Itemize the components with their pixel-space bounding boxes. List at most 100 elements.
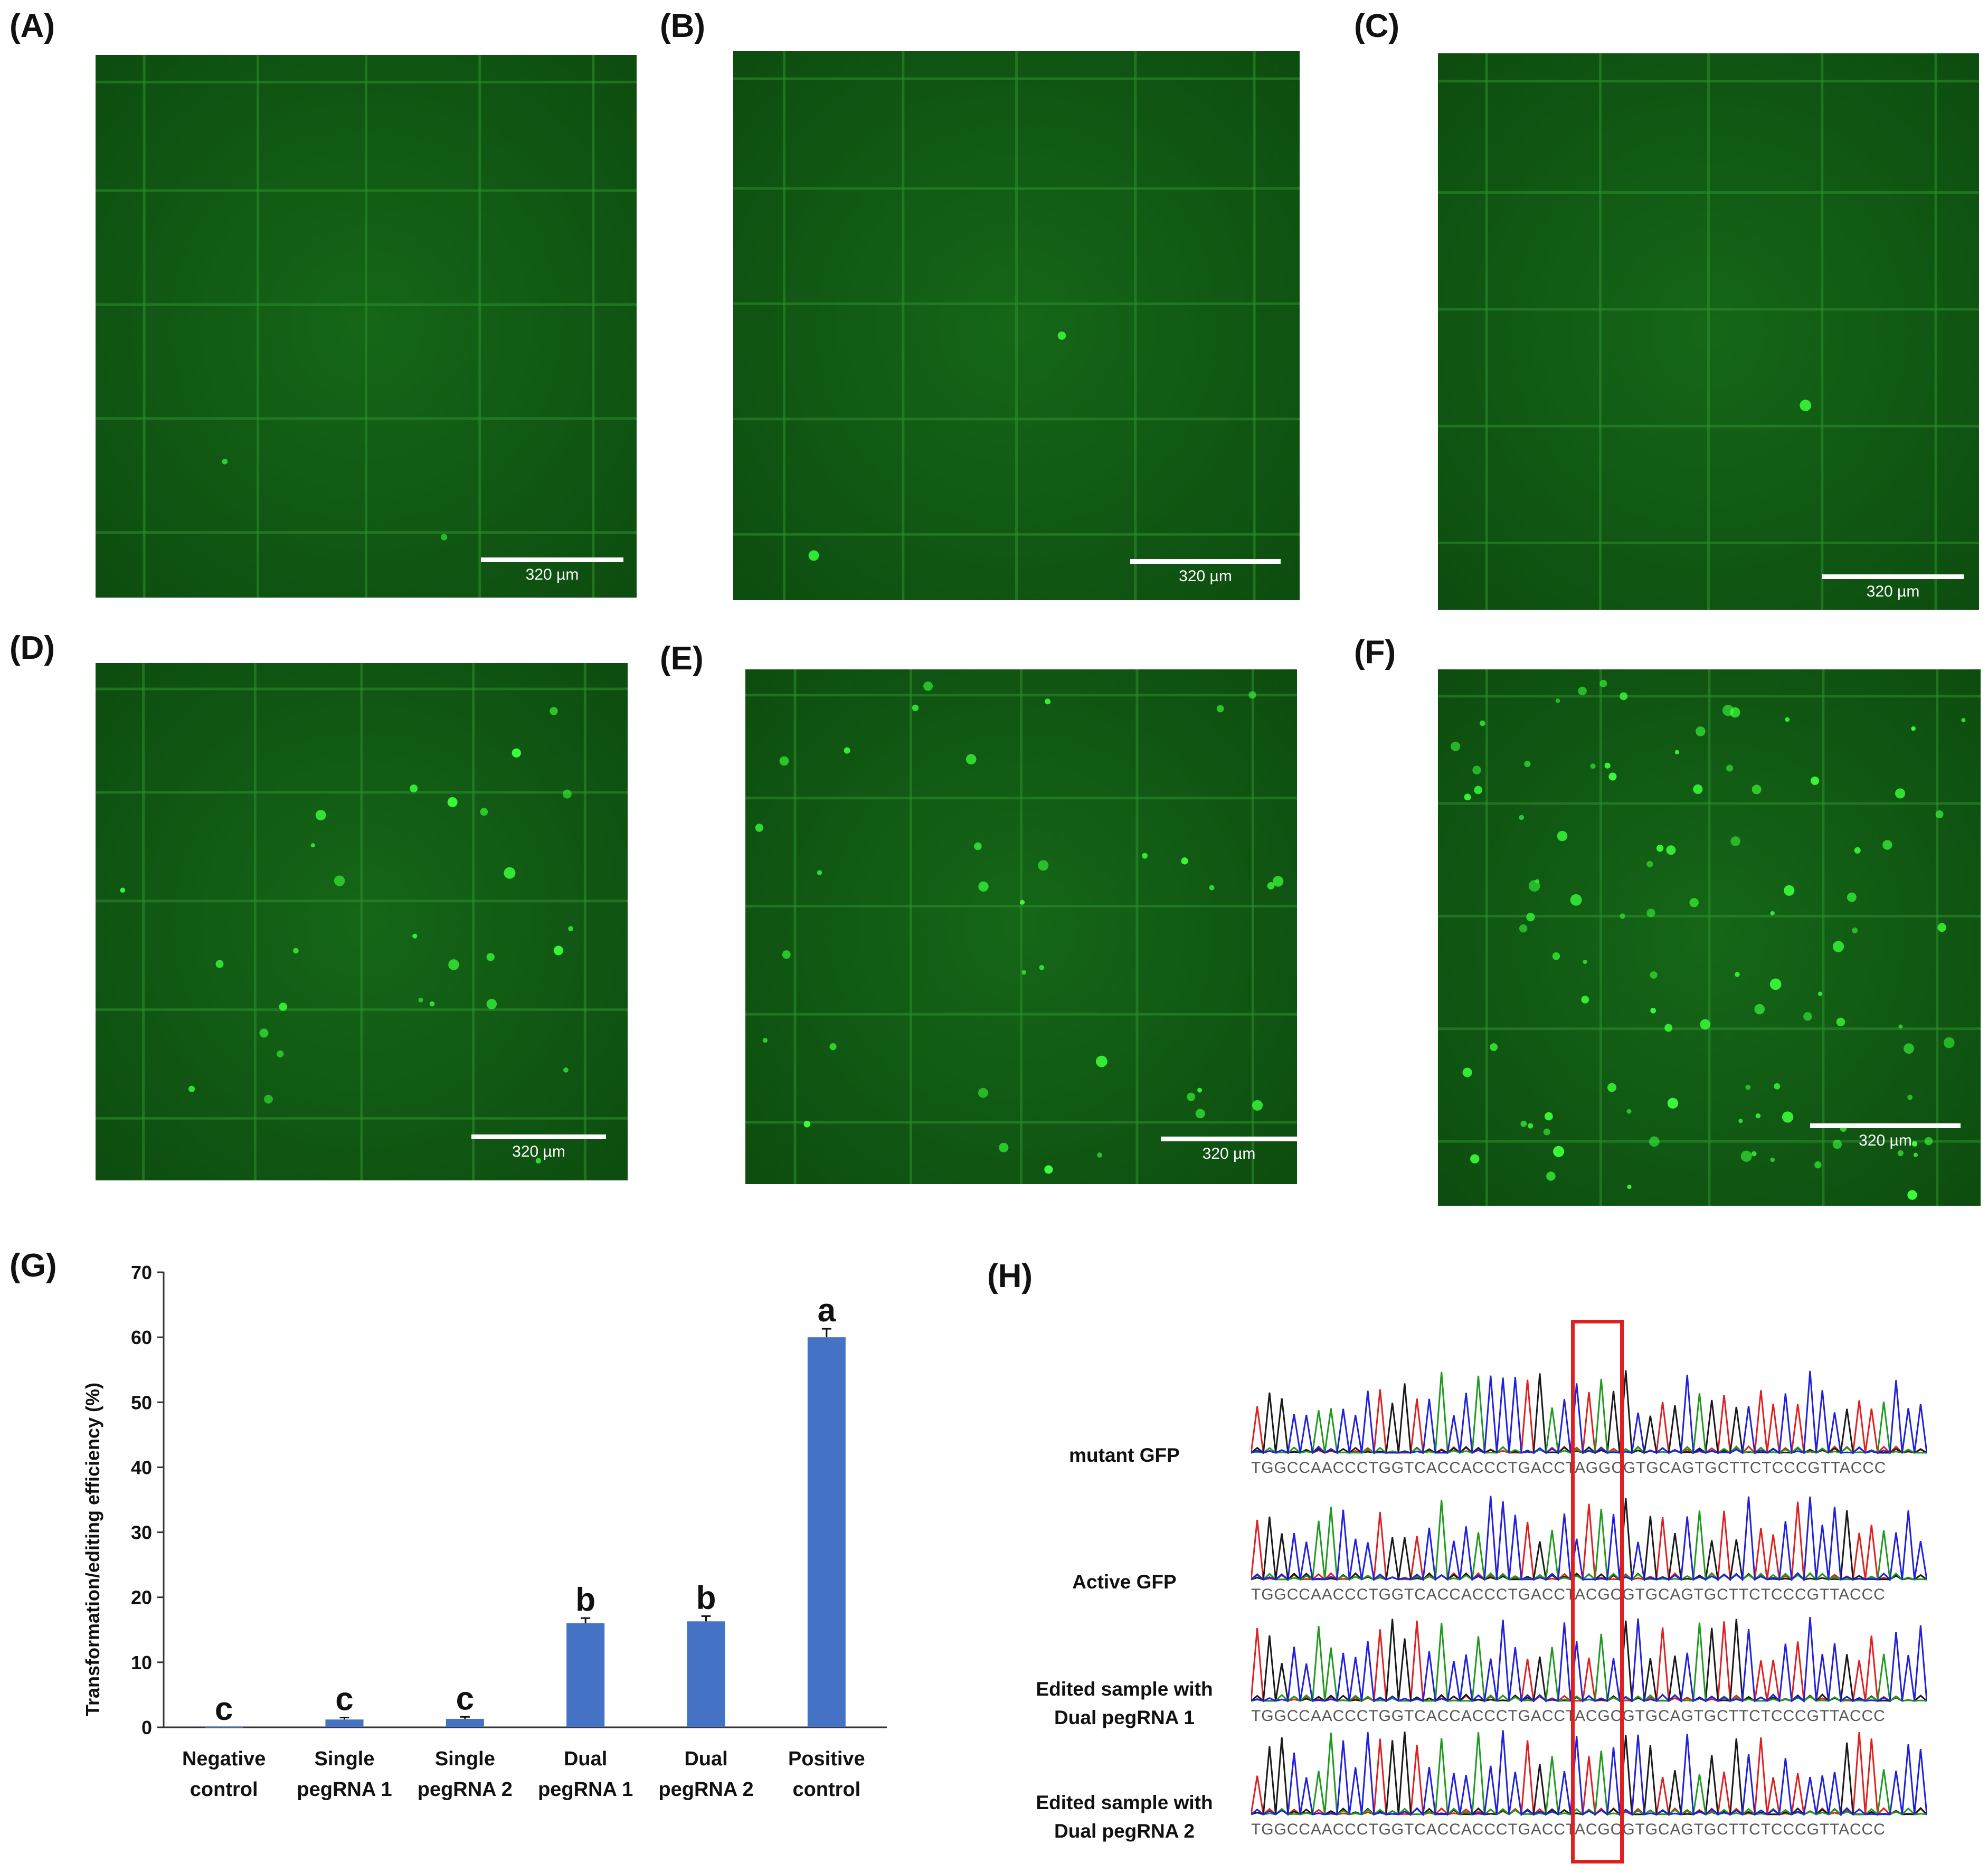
fluorescent-cell [1097,1152,1103,1158]
panel-label-d: (D) [10,630,55,666]
fluorescent-cell [1528,1123,1533,1129]
fluorescent-cell [1803,1012,1812,1021]
base-sequence: TGGCCAACCCTGGTCACCACCCTGACCTACGCGTGCAGTG… [1251,1821,1886,1838]
fluorescent-cell [1570,894,1582,906]
trace-line [1251,1730,1927,1817]
panel-label-e: (E) [660,640,704,677]
fluorescent-cell [264,1094,273,1104]
chromatogram-label: Active GFP [1003,1568,1246,1596]
chromatogram-label: Edited sample with Dual pegRNA 1 [1003,1675,1246,1732]
scale-bar [1810,1123,1961,1128]
fluorescent-cell [276,1050,284,1058]
fluorescent-cell [1664,1024,1673,1032]
chromatogram-label-line: Dual pegRNA 2 [1054,1820,1195,1842]
fluorescent-cell [999,1142,1009,1152]
scale-bar [471,1134,606,1139]
fluorescent-cell [1216,705,1224,713]
fluorescent-cell [817,870,822,875]
fluorescent-cell [1187,1092,1196,1101]
fluorescent-cell [844,747,850,754]
micrograph-c: 320 µm [1438,53,1979,610]
fluorescent-cell [779,756,789,766]
fluorescent-cell [1752,784,1762,794]
chromatogram-trace [1251,1730,1927,1817]
fluorescent-cell [1800,400,1812,411]
panel-label-g: (G) [10,1247,57,1284]
scale-bar-label: 320 µm [512,1143,565,1160]
fluorescent-cell [188,1085,195,1092]
fluorescent-cell [1943,1037,1955,1048]
fluorescent-cell [1740,1150,1752,1162]
fluorescent-cell [222,459,228,465]
x-category-label: Positive [788,1748,865,1770]
fluorescent-cell [1045,698,1051,705]
fluorescent-cell [1470,1154,1480,1163]
micrograph-e: 320 µm [745,669,1297,1184]
trace-line [1251,1370,1927,1455]
fluorescent-cell [1552,952,1560,960]
fluorescent-cell [1784,885,1795,896]
trace-line [1251,1500,1927,1582]
fluorescent-cell [1520,1120,1527,1127]
chromatogram-label-line: Edited sample with [1036,1792,1213,1813]
panel-label-c: (C) [1354,8,1400,44]
fluorescent-cell [1911,1141,1918,1147]
fluorescent-cell [1555,698,1560,703]
fluorescent-cell [1782,1111,1794,1123]
fluorescent-cell [1836,1017,1845,1027]
significance-letter: c [215,1691,233,1727]
base-sequence: TGGCCAACCCTGGTCACCACCCTGACCTACGCGTGCAGTG… [1251,1586,1886,1603]
fluorescent-cell [441,534,448,541]
fluorescent-cell [912,704,919,712]
fluorescent-cell [978,881,989,892]
trace-line [1251,1622,1927,1703]
fluorescent-cell [1754,1004,1765,1015]
fluorescent-cell [1519,924,1528,933]
fluorescent-cell [315,810,326,820]
fluorescent-cell [448,959,459,970]
fluorescent-cell [1882,840,1892,850]
fluorescent-cell [553,945,563,956]
bar [807,1337,846,1727]
fluorescent-cell [1181,857,1188,865]
scale-bar-label: 320 µm [1859,1132,1912,1149]
y-tick-label: 10 [131,1652,152,1673]
micrograph-overlay [96,55,637,598]
bar [446,1718,484,1727]
fluorescent-cell [1464,793,1471,801]
bar [566,1623,605,1727]
highlight-box [1571,1320,1624,1863]
scale-bar-label: 320 µm [1202,1145,1256,1162]
fluorescent-cell [1480,720,1485,726]
fluorescent-cell [1646,909,1655,917]
chromatogram-label-line: Dual pegRNA 1 [1054,1707,1195,1728]
trace-line [1251,1616,1927,1703]
x-category-label: control [190,1779,258,1801]
fluorescent-cell [1267,882,1275,890]
x-category-label: pegRNA 1 [538,1779,633,1801]
fluorescent-cell [1545,1112,1553,1121]
fluorescent-cell [1907,1190,1917,1200]
fluorescent-cell [1646,860,1653,867]
fluorescent-cell [1937,923,1947,932]
fluorescent-cell [1935,810,1944,818]
fluorescent-cell [762,1038,768,1043]
fluorescent-cell [512,748,521,758]
fluorescent-cell [1546,1171,1556,1181]
fluorescent-cell [1745,1084,1751,1090]
fluorescent-cell [1543,1128,1550,1136]
fluorescent-cell [1924,1137,1933,1146]
fluorescent-cell [1913,1152,1918,1157]
fluorescent-cell [1095,1055,1107,1067]
x-category-label: control [792,1779,860,1801]
fluorescent-cell [1907,1094,1913,1100]
fluorescent-cell [279,1002,288,1011]
scale-bar [481,557,623,562]
fluorescent-cell [1057,331,1066,340]
fluorescent-cell [1650,1008,1656,1014]
fluorescent-cell [1474,786,1483,794]
significance-letter: b [696,1579,716,1616]
fluorescent-cell [782,950,791,959]
fluorescent-cell [1581,996,1589,1004]
fluorescent-cell [829,1043,837,1051]
